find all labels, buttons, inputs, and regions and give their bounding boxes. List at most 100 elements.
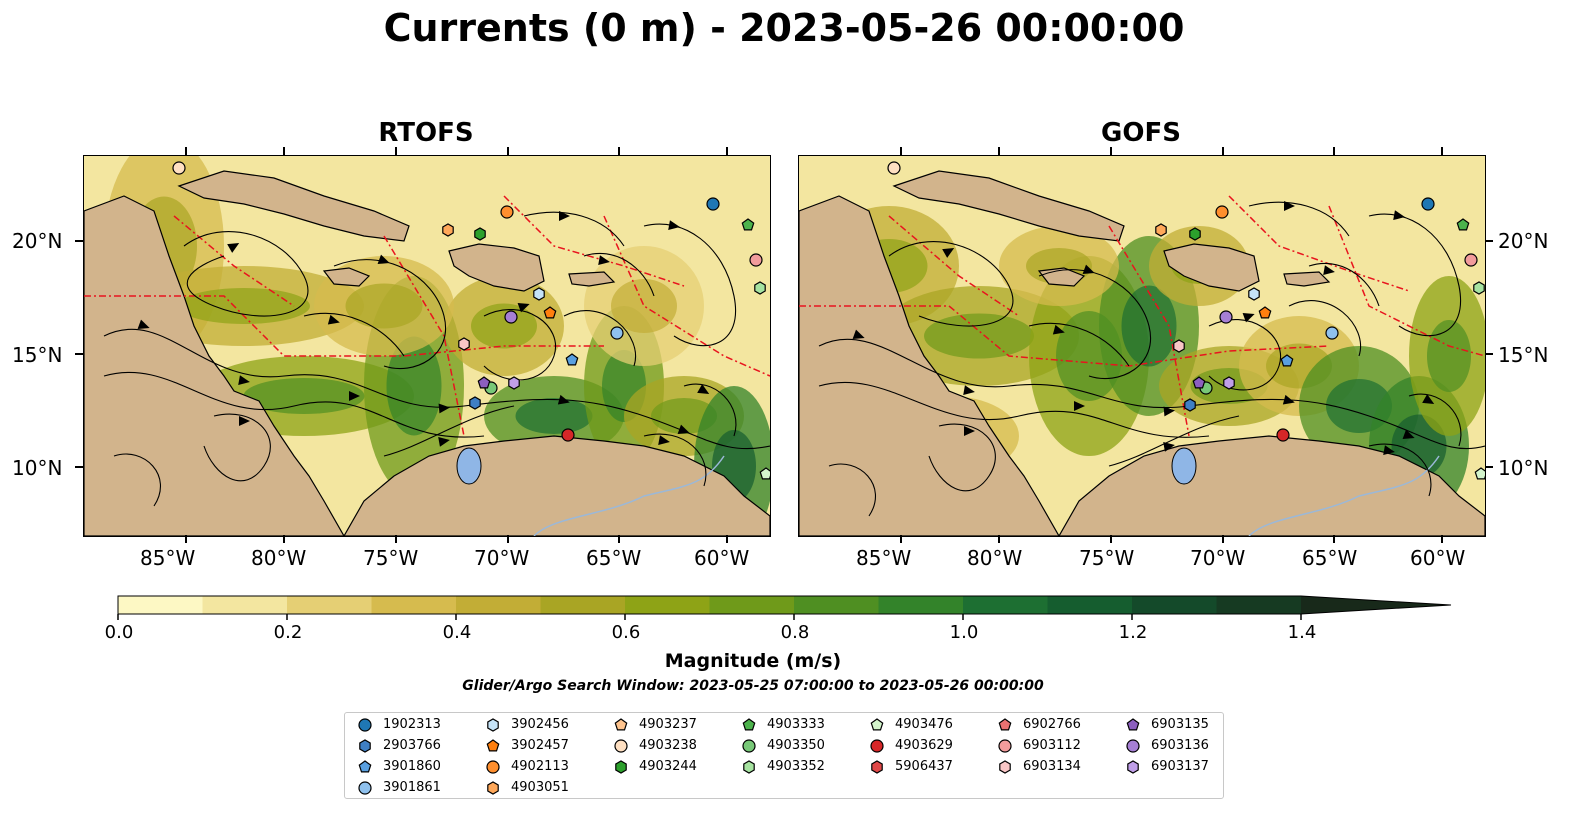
float-marker	[1219, 310, 1233, 324]
streamline-arrow	[1383, 445, 1395, 456]
streamline	[1408, 393, 1462, 447]
legend-label: 6903137	[1151, 759, 1209, 774]
river	[533, 455, 725, 536]
legend-item: 6903112	[997, 737, 1081, 755]
colorbar-extend-arrow	[1301, 596, 1451, 614]
x-tick-label: 65°W	[1302, 546, 1358, 570]
streamline	[1028, 322, 1130, 367]
panel-title-gofs: GOFS	[1101, 118, 1181, 148]
float-marker	[1155, 223, 1167, 237]
x-tick-label: 65°W	[586, 546, 642, 570]
float-marker	[1276, 428, 1290, 442]
streamline	[1038, 269, 1152, 380]
legend-marker-icon	[487, 718, 499, 732]
streamline-arrow	[137, 319, 150, 329]
legend-item: 4903333	[741, 716, 825, 734]
legend-label: 4903476	[895, 717, 953, 732]
legend-marker-icon	[1126, 739, 1140, 753]
legend-marker-icon	[358, 781, 372, 795]
streamline-arrow	[438, 436, 450, 447]
map-panel-rtofs	[83, 155, 771, 537]
legend-item: 2903766	[357, 737, 441, 755]
eez-boundary	[503, 195, 685, 287]
float-marker	[458, 337, 470, 351]
streamline-arrow	[852, 329, 865, 339]
x-tick-label: 60°W	[694, 546, 750, 570]
colorbar-segment	[878, 596, 964, 614]
streamline	[818, 338, 1485, 450]
legend-item: 6902766	[997, 716, 1081, 734]
legend-marker	[486, 739, 500, 752]
float-marker	[508, 376, 520, 390]
legend-item: 6903136	[1125, 737, 1209, 755]
map-panel-gofs	[798, 155, 1486, 537]
legend-marker-icon	[1127, 760, 1139, 774]
legend-label: 6903134	[1023, 759, 1081, 774]
current-speed-core	[345, 283, 423, 329]
legend-marker-icon	[358, 760, 372, 773]
streamline	[1308, 262, 1380, 307]
streamline	[643, 223, 737, 347]
legend-item: 3902457	[485, 737, 569, 755]
colorbar-segment	[456, 596, 541, 614]
legend-item: 3901861	[357, 779, 441, 797]
colorbar-tick-label: 0.6	[611, 622, 641, 643]
legend-marker-icon	[359, 739, 371, 753]
legend-marker-icon	[615, 760, 627, 774]
streamline-arrow	[349, 391, 360, 401]
colorbar-segment	[118, 596, 203, 614]
eez-boundary	[1228, 195, 1410, 292]
float-marker	[1215, 205, 1229, 219]
float-marker	[477, 376, 491, 389]
colorbar-segment	[963, 596, 1048, 614]
colorbar-tick-label: 1.0	[949, 622, 979, 643]
legend-marker	[487, 718, 499, 732]
legend-item: 4903238	[613, 737, 697, 755]
legend-label: 6903135	[1151, 717, 1209, 732]
streamline	[1208, 319, 1282, 391]
legend-marker-icon	[487, 781, 499, 795]
legend-label: 4903237	[639, 717, 697, 732]
search-window-text: Glider/Argo Search Window: 2023-05-25 07…	[462, 678, 1044, 694]
legend-item: 1902313	[357, 716, 441, 734]
colorbar-tick-label: 0.2	[273, 622, 303, 643]
float-marker	[469, 396, 481, 410]
legend-label: 2903766	[383, 738, 441, 753]
legend-marker	[998, 718, 1012, 731]
legend-label: 6903136	[1151, 738, 1209, 753]
legend-marker	[358, 718, 372, 732]
land-mass	[448, 243, 545, 292]
legend-label: 5906437	[895, 759, 953, 774]
streamline-arrow	[238, 375, 250, 386]
streamline	[1368, 213, 1462, 337]
streamline	[583, 252, 655, 297]
legend-label: 4902113	[511, 759, 569, 774]
float-legend: 1902313 2903766 3901860 3901861 3902456 39024…	[344, 712, 1224, 799]
land-mass	[84, 195, 345, 536]
streamline-arrow	[677, 424, 690, 434]
current-speed-core	[178, 288, 310, 324]
colorbar-tick-label: 0.4	[442, 622, 472, 643]
current-speed-core	[924, 313, 1034, 359]
legend-marker-icon	[742, 739, 756, 753]
colorbar-tick-label: 0.0	[104, 622, 134, 643]
legend-label: 4903352	[767, 759, 825, 774]
x-tick-label: 70°W	[474, 546, 530, 570]
legend-marker-icon	[486, 760, 500, 774]
legend-label: 1902313	[383, 717, 441, 732]
legend-marker	[742, 739, 756, 753]
legend-marker	[870, 718, 884, 731]
legend-marker-icon	[486, 739, 500, 752]
float-marker	[749, 253, 763, 267]
streamline-arrow	[1163, 406, 1175, 417]
legend-item: 4903244	[613, 758, 697, 776]
streamline-arrow	[377, 254, 390, 264]
float-marker	[1325, 326, 1339, 340]
streamline-arrow	[227, 243, 240, 253]
colorbar-segment	[1216, 596, 1302, 614]
legend-item: 4903476	[869, 716, 953, 734]
streamline	[643, 433, 707, 487]
x-tick-label: 70°W	[1190, 546, 1246, 570]
x-tick-label: 85°W	[856, 546, 912, 570]
legend-item: 6903135	[1125, 716, 1209, 734]
